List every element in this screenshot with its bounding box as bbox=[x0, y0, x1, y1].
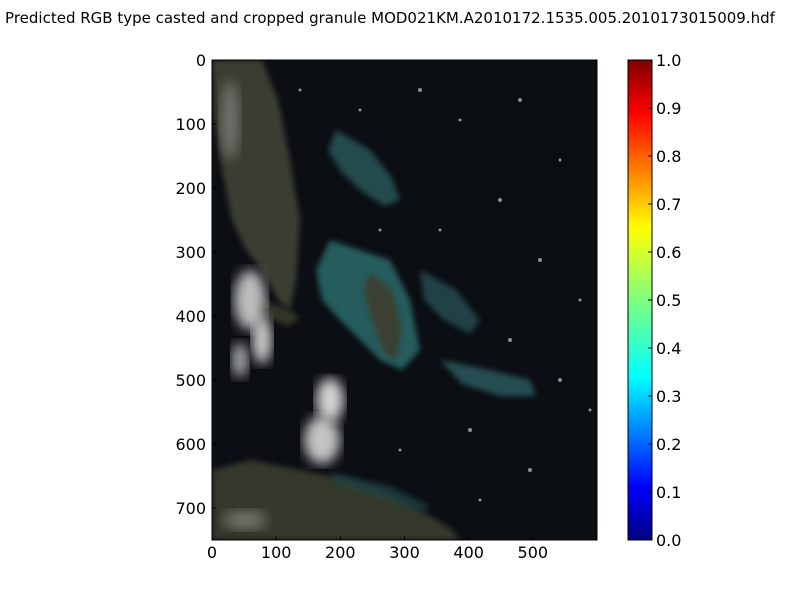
y-tick-label: 400 bbox=[175, 307, 206, 326]
axes-ticks: 0 100 200 300 400 500 0 100 200 300 400 500 600 700 bbox=[175, 51, 548, 562]
chart-title: Predicted RGB type casted and cropped gr… bbox=[0, 9, 800, 27]
x-tick-label: 400 bbox=[453, 543, 484, 562]
colorbar-tick-label: 0.5 bbox=[656, 291, 681, 310]
shallow-bank-north bbox=[328, 130, 400, 206]
cloud-5 bbox=[304, 416, 340, 464]
cloud-layer bbox=[220, 80, 344, 530]
colorbar-tick-label: 0.0 bbox=[656, 531, 681, 550]
y-tick-label: 300 bbox=[175, 243, 206, 262]
land-cuba bbox=[212, 460, 460, 540]
colorbar-tick-label: 0.2 bbox=[656, 435, 681, 454]
x-tick-label: 200 bbox=[325, 543, 356, 562]
colorbar-ticks: 0.0 0.1 0.2 0.3 0.4 0.5 0.6 0.7 0.8 0.9 1.0 bbox=[648, 51, 681, 550]
colorbar-tick-label: 1.0 bbox=[656, 51, 681, 70]
x-tick-label: 300 bbox=[389, 543, 420, 562]
colorbar-tick-label: 0.8 bbox=[656, 147, 681, 166]
satellite-image bbox=[212, 60, 597, 540]
colorbar-tick-label: 0.6 bbox=[656, 243, 681, 262]
colorbar-tick-label: 0.7 bbox=[656, 195, 681, 214]
x-tick-label: 100 bbox=[261, 543, 292, 562]
cloud-7 bbox=[223, 510, 267, 530]
y-tick-label: 500 bbox=[175, 371, 206, 390]
cloud-6 bbox=[220, 80, 240, 160]
cloud-2 bbox=[252, 316, 272, 364]
shallow-cuba-north bbox=[330, 472, 430, 512]
cloud-3 bbox=[232, 342, 248, 378]
shallow-bank-south bbox=[440, 360, 536, 396]
land-florida-keys bbox=[262, 300, 300, 326]
colorbar-tick-label: 0.9 bbox=[656, 99, 681, 118]
x-tick-label: 500 bbox=[518, 543, 549, 562]
colorbar-tick-label: 0.4 bbox=[656, 339, 681, 358]
land-andros bbox=[364, 272, 402, 360]
y-tick-label: 200 bbox=[175, 179, 206, 198]
colorbar-tick-label: 0.1 bbox=[656, 483, 681, 502]
x-tick-label: 0 bbox=[207, 543, 217, 562]
shallow-bank-east bbox=[420, 270, 480, 334]
y-tick-label: 600 bbox=[175, 435, 206, 454]
y-tick-label: 700 bbox=[175, 499, 206, 518]
colorbar-tick-label: 0.3 bbox=[656, 387, 681, 406]
chart-title-text: Predicted RGB type casted and cropped gr… bbox=[5, 9, 775, 27]
y-tick-label: 0 bbox=[196, 51, 206, 70]
cloud-4 bbox=[316, 378, 344, 422]
y-tick-label: 100 bbox=[175, 115, 206, 134]
cloud-1 bbox=[234, 270, 266, 330]
speckle-clouds bbox=[298, 88, 592, 502]
